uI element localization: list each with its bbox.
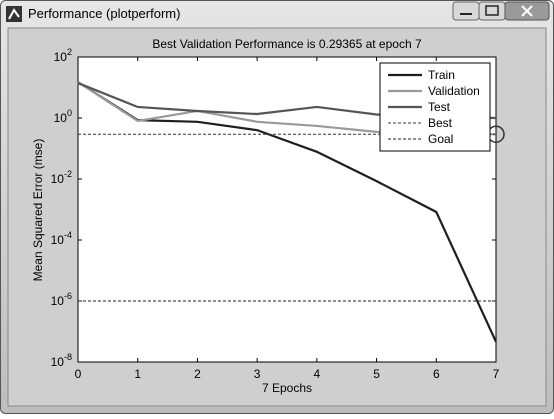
y-tick-label: 100: [54, 108, 72, 125]
maximize-glyph: [485, 5, 499, 16]
x-tick-label: 3: [254, 367, 261, 381]
close-glyph: [521, 5, 533, 17]
app-icon-glyph: [8, 8, 20, 20]
x-tick-label: 6: [433, 367, 440, 381]
chart-title: Best Validation Performance is 0.29365 a…: [152, 37, 422, 51]
legend-label: Best: [428, 116, 453, 130]
series-line: [77, 81, 497, 343]
y-tick-base: 10: [54, 111, 68, 125]
x-tick-label: 7: [493, 367, 500, 381]
y-tick-base: 10: [51, 355, 65, 369]
window-title: Performance (plotperform): [28, 6, 180, 21]
legend-label: Validation: [428, 84, 480, 98]
x-tick-label: 5: [373, 367, 380, 381]
y-tick-label: 10-8: [51, 352, 72, 369]
legend-label: Train: [428, 68, 455, 82]
x-axis-label: 7 Epochs: [262, 381, 312, 395]
y-tick-power: -6: [64, 291, 72, 301]
y-tick-power: -8: [64, 352, 72, 362]
y-axis-label: Mean Squared Error (mse): [31, 139, 45, 282]
y-tick-power: -2: [64, 169, 72, 179]
y-tick-base: 10: [51, 233, 65, 247]
y-tick-base: 10: [51, 172, 65, 186]
legend-label: Goal: [428, 132, 453, 146]
minimize-button[interactable]: [452, 1, 480, 21]
x-tick-label: 2: [194, 367, 201, 381]
y-tick-power: 2: [67, 47, 72, 57]
x-tick-label: 1: [134, 367, 141, 381]
legend-label: Test: [428, 100, 451, 114]
y-tick-label: 10-2: [51, 169, 72, 186]
y-tick-label: 10-4: [51, 230, 72, 247]
y-tick-power: 0: [67, 108, 72, 118]
x-tick-label: 0: [75, 367, 82, 381]
y-tick-base: 10: [54, 50, 68, 64]
y-tick-base: 10: [51, 294, 65, 308]
maximize-button[interactable]: [478, 1, 506, 21]
y-tick-label: 102: [54, 47, 72, 64]
y-tick-power: -4: [64, 230, 72, 240]
y-tick-label: 10-6: [51, 291, 72, 308]
x-tick-label: 4: [314, 367, 321, 381]
